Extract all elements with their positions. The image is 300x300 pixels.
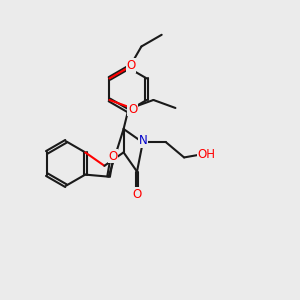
Text: N: N — [139, 134, 148, 147]
Text: O: O — [132, 188, 142, 201]
Text: O: O — [126, 59, 136, 72]
Text: OH: OH — [198, 148, 216, 161]
Text: O: O — [108, 150, 118, 163]
Text: O: O — [128, 103, 137, 116]
